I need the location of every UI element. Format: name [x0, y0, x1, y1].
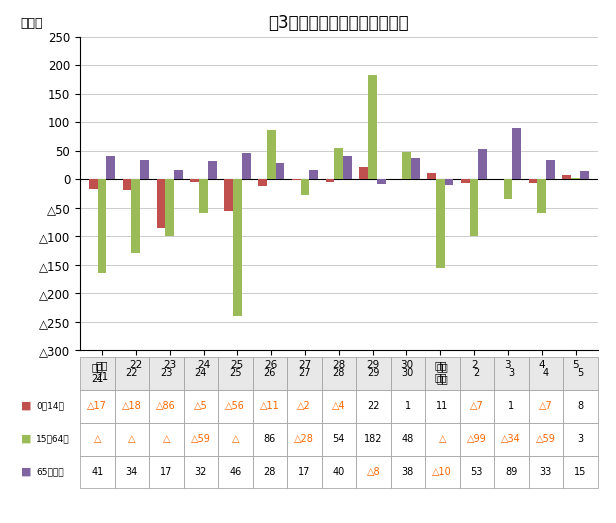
- Text: 0～14歳: 0～14歳: [36, 402, 64, 411]
- Bar: [107, 156, 115, 179]
- Bar: [208, 161, 217, 179]
- Bar: [513, 129, 521, 179]
- Bar: [140, 160, 149, 179]
- Text: ■: ■: [20, 434, 31, 444]
- Bar: [123, 179, 131, 189]
- Text: ■: ■: [20, 401, 31, 411]
- Bar: [402, 152, 411, 179]
- Bar: [571, 177, 580, 179]
- Bar: [377, 179, 386, 184]
- Bar: [368, 75, 377, 179]
- Bar: [469, 179, 479, 236]
- Bar: [562, 175, 571, 179]
- Bar: [275, 163, 285, 179]
- Bar: [334, 149, 343, 179]
- Bar: [580, 170, 589, 179]
- Bar: [301, 179, 309, 195]
- Bar: [546, 161, 555, 179]
- Text: 15～64歳: 15～64歳: [36, 435, 70, 444]
- Text: ■: ■: [20, 467, 31, 477]
- Bar: [190, 179, 199, 182]
- Bar: [343, 156, 352, 179]
- Bar: [461, 179, 469, 183]
- Bar: [258, 179, 267, 186]
- Bar: [503, 179, 513, 199]
- Bar: [131, 179, 140, 254]
- Bar: [165, 179, 174, 236]
- Text: （人）: （人）: [20, 17, 43, 30]
- Bar: [529, 179, 537, 183]
- Bar: [359, 167, 368, 179]
- Bar: [199, 179, 208, 213]
- Bar: [411, 157, 419, 179]
- Bar: [326, 179, 334, 181]
- Bar: [233, 179, 241, 316]
- Bar: [436, 179, 445, 268]
- Bar: [267, 130, 275, 179]
- Bar: [224, 179, 233, 211]
- Bar: [427, 173, 436, 179]
- Bar: [98, 179, 107, 274]
- Bar: [537, 179, 546, 213]
- Bar: [89, 179, 98, 189]
- Bar: [292, 179, 301, 180]
- Bar: [156, 179, 165, 229]
- Bar: [241, 153, 251, 179]
- Bar: [309, 169, 318, 179]
- Bar: [174, 169, 183, 179]
- Title: 年3区分別転入超過人口の推移: 年3区分別転入超過人口の推移: [269, 14, 409, 32]
- Bar: [445, 179, 453, 185]
- Bar: [479, 149, 487, 179]
- Text: 65歳以上: 65歳以上: [36, 468, 63, 476]
